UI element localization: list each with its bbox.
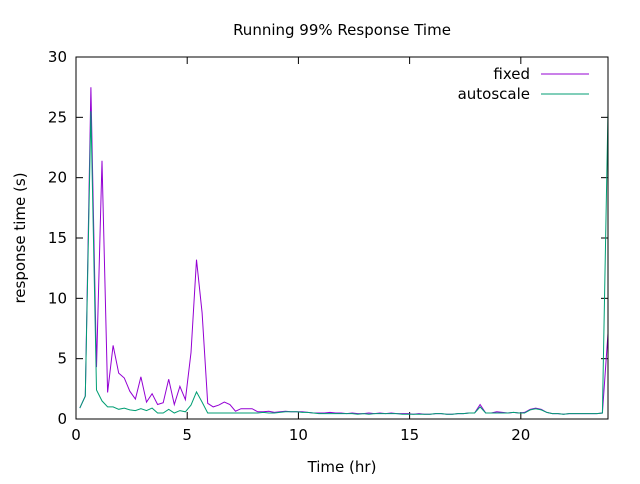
y-tick-label: 30	[48, 48, 67, 66]
x-tick-label: 10	[289, 426, 308, 444]
x-axis-label: Time (hr)	[307, 458, 377, 476]
chart-title: Running 99% Response Time	[233, 21, 451, 39]
legend: fixed autoscale	[458, 65, 589, 103]
y-tick-label: 10	[48, 289, 67, 307]
y-axis-label: response time (s)	[11, 172, 29, 303]
legend-label-fixed: fixed	[493, 65, 530, 83]
axis-ticks: 0 5 10 15 20 0 5 10 15 20 25 30	[48, 48, 608, 444]
series-line-autoscale	[79, 110, 609, 415]
x-tick-label: 0	[71, 426, 81, 444]
x-tick-label: 5	[182, 426, 192, 444]
series-line-fixed	[79, 87, 609, 415]
y-tick-label: 0	[57, 410, 67, 428]
y-tick-label: 20	[48, 169, 67, 187]
plot-border	[75, 56, 609, 420]
legend-label-autoscale: autoscale	[458, 85, 530, 103]
y-tick-label: 5	[57, 350, 67, 368]
y-tick-label: 25	[48, 108, 67, 126]
series-group	[79, 87, 609, 415]
x-tick-label: 20	[511, 426, 530, 444]
y-tick-label: 15	[48, 229, 67, 247]
x-tick-label: 15	[400, 426, 419, 444]
